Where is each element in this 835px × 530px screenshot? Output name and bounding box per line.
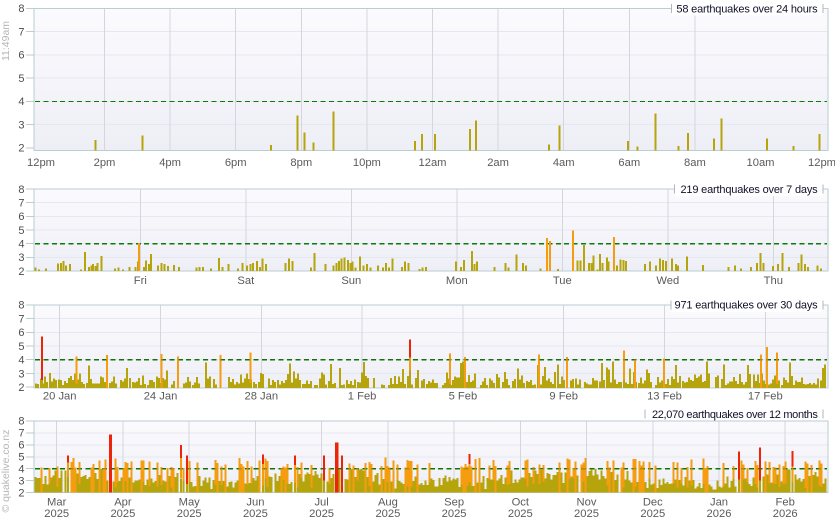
svg-text:12pm: 12pm [808, 157, 835, 169]
svg-text:2pm: 2pm [94, 157, 116, 169]
svg-text:6: 6 [18, 50, 24, 62]
svg-text:12am: 12am [419, 157, 447, 169]
svg-text:971 earthquakes over 30 days: 971 earthquakes over 30 days [675, 300, 819, 312]
svg-text:8: 8 [18, 184, 24, 196]
svg-text:2025: 2025 [243, 508, 268, 520]
svg-text:8: 8 [18, 3, 24, 15]
svg-text:Aug: Aug [378, 497, 398, 509]
svg-text:5: 5 [18, 73, 24, 85]
svg-text:7: 7 [18, 428, 24, 440]
svg-text:Jun: Jun [246, 497, 264, 509]
svg-text:4: 4 [18, 355, 24, 367]
svg-text:7: 7 [18, 26, 24, 38]
svg-text:Nov: Nov [577, 497, 597, 509]
svg-text:2: 2 [18, 382, 24, 394]
svg-text:7: 7 [18, 313, 24, 325]
svg-text:Sep: Sep [444, 497, 464, 509]
svg-text:8: 8 [18, 416, 24, 428]
svg-text:8: 8 [18, 300, 24, 312]
svg-text:6pm: 6pm [225, 157, 247, 169]
svg-text:5: 5 [18, 341, 24, 353]
svg-text:2026: 2026 [773, 508, 798, 520]
svg-text:© quakelive.co.nz: © quakelive.co.nz [0, 429, 12, 512]
svg-text:Thu: Thu [764, 275, 783, 287]
svg-text:3: 3 [18, 252, 24, 264]
svg-text:Dec: Dec [643, 497, 663, 509]
svg-text:4: 4 [18, 96, 24, 108]
svg-text:11:49am: 11:49am [0, 21, 12, 61]
svg-text:2025: 2025 [44, 508, 69, 520]
svg-text:2025: 2025 [177, 508, 202, 520]
svg-text:24 Jan: 24 Jan [144, 391, 178, 403]
svg-text:9 Feb: 9 Feb [549, 391, 578, 403]
svg-text:Apr: Apr [114, 497, 132, 509]
svg-text:2am: 2am [487, 157, 509, 169]
svg-text:1 Feb: 1 Feb [348, 391, 377, 403]
svg-text:12pm: 12pm [27, 157, 55, 169]
svg-text:17 Feb: 17 Feb [748, 391, 783, 403]
svg-text:Mar: Mar [47, 497, 67, 509]
svg-text:3: 3 [18, 476, 24, 488]
svg-text:Oct: Oct [512, 497, 530, 509]
svg-text:Wed: Wed [656, 275, 679, 287]
svg-text:2025: 2025 [574, 508, 599, 520]
svg-text:2025: 2025 [442, 508, 467, 520]
svg-text:Jul: Jul [314, 497, 328, 509]
svg-text:13 Feb: 13 Feb [647, 391, 682, 403]
svg-text:28 Jan: 28 Jan [245, 391, 279, 403]
svg-text:5 Feb: 5 Feb [449, 391, 478, 403]
svg-text:2025: 2025 [640, 508, 665, 520]
svg-text:5: 5 [18, 225, 24, 237]
svg-text:2025: 2025 [309, 508, 334, 520]
svg-text:3: 3 [18, 120, 24, 132]
svg-text:Jan: Jan [710, 497, 728, 509]
svg-text:3: 3 [18, 368, 24, 380]
svg-text:4: 4 [18, 464, 24, 476]
svg-text:6am: 6am [618, 157, 640, 169]
svg-text:219 earthquakes over 7 days: 219 earthquakes over 7 days [680, 184, 818, 196]
svg-text:2025: 2025 [375, 508, 400, 520]
svg-text:Fri: Fri [134, 275, 147, 287]
svg-text:Feb: Feb [776, 497, 795, 509]
svg-text:6: 6 [18, 211, 24, 223]
svg-text:May: May [179, 497, 201, 509]
svg-text:4: 4 [18, 239, 24, 251]
svg-text:2: 2 [18, 266, 24, 278]
svg-text:Sat: Sat [237, 275, 255, 287]
svg-text:4pm: 4pm [159, 157, 181, 169]
svg-text:5: 5 [18, 452, 24, 464]
svg-text:10am: 10am [747, 157, 775, 169]
svg-text:2025: 2025 [508, 508, 533, 520]
svg-text:22,070 earthquakes over 12 mon: 22,070 earthquakes over 12 months [652, 409, 818, 421]
svg-text:8am: 8am [684, 157, 706, 169]
svg-text:2: 2 [18, 143, 24, 155]
svg-text:Tue: Tue [553, 275, 572, 287]
svg-text:20 Jan: 20 Jan [43, 391, 77, 403]
svg-text:6: 6 [18, 327, 24, 339]
svg-text:Sun: Sun [341, 275, 361, 287]
svg-text:Mon: Mon [446, 275, 468, 287]
svg-text:2025: 2025 [110, 508, 135, 520]
svg-text:2026: 2026 [707, 508, 732, 520]
svg-text:8pm: 8pm [290, 157, 312, 169]
svg-text:4am: 4am [553, 157, 575, 169]
svg-text:2: 2 [18, 487, 24, 499]
svg-text:58 earthquakes over 24 hours: 58 earthquakes over 24 hours [676, 3, 818, 15]
svg-text:6: 6 [18, 440, 24, 452]
svg-text:10pm: 10pm [353, 157, 381, 169]
svg-text:7: 7 [18, 198, 24, 210]
